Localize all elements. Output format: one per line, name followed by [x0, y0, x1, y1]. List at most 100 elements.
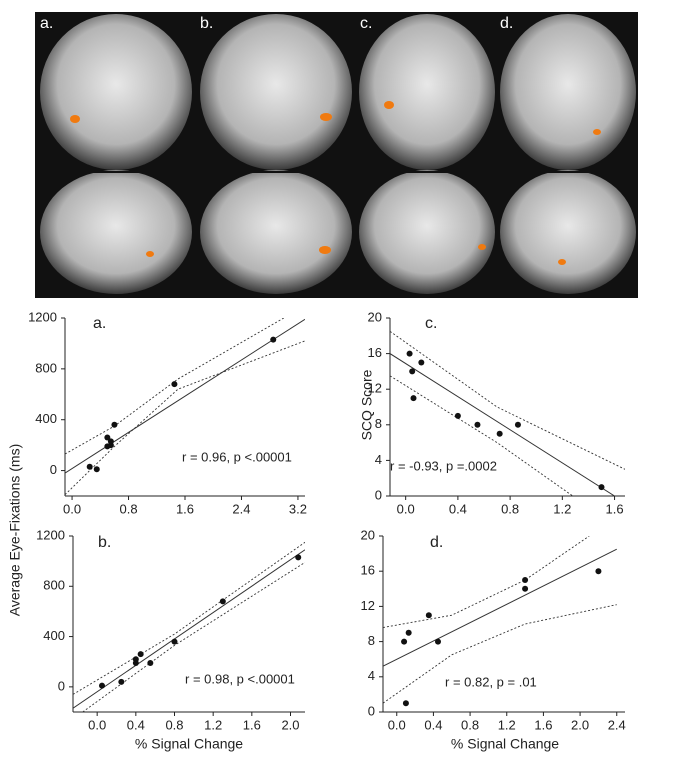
confidence-upper — [65, 318, 285, 455]
data-point — [402, 700, 409, 707]
data-point — [598, 484, 605, 491]
annotation: r = 0.96, p <.00001 — [182, 449, 292, 464]
y-tick-label: 8 — [375, 416, 382, 431]
y-tick-label: 4 — [368, 668, 375, 683]
chart: 0 400 800 1200 0.0 0.4 0.8 1.2 1.6 2.0 b. r = 0.98,… — [36, 527, 305, 752]
y-axis-label: SCQ Score — [359, 369, 375, 440]
sagittal-row — [40, 170, 636, 294]
data-point — [171, 638, 178, 645]
regression-line — [383, 548, 617, 667]
confidence-lower — [82, 562, 305, 712]
data-point — [435, 638, 441, 645]
x-tick-label: 1.2 — [498, 717, 516, 732]
data-point — [86, 463, 93, 470]
confidence-upper — [73, 541, 305, 695]
y-tick-label: 0 — [58, 678, 65, 693]
x-tick-label: 2.0 — [281, 717, 299, 732]
x-tick-label: 2.4 — [608, 717, 626, 732]
x-tick-label: 1.6 — [243, 717, 261, 732]
y-tick-label: 16 — [368, 345, 382, 360]
x-tick-label: 2.4 — [232, 501, 250, 516]
panel-label: a. — [93, 315, 106, 332]
confidence-lower — [390, 375, 574, 496]
data-point — [496, 430, 503, 437]
data-point — [171, 381, 178, 388]
x-tick-label: 0.0 — [388, 717, 406, 732]
data-point — [93, 466, 100, 473]
y-tick-label: 4 — [375, 452, 382, 467]
y-tick-label: 1200 — [36, 527, 65, 542]
x-tick-label: 0.4 — [127, 717, 145, 732]
x-tick-label: 3.2 — [289, 501, 307, 516]
data-point — [474, 421, 481, 428]
x-tick-label: 0.8 — [501, 501, 519, 516]
chart: 0 4 8 12 16 20 0.0 0.4 0.8 1.2 1.6 c. r = -0.93, p =… — [359, 309, 625, 516]
data-point — [425, 612, 432, 619]
x-tick-label: 1.2 — [553, 501, 571, 516]
data-point — [219, 598, 226, 605]
data-point — [118, 678, 125, 685]
data-point — [99, 682, 105, 689]
image-label: b. — [200, 15, 213, 32]
y-tick-label: 0 — [368, 703, 375, 718]
y-axis-label: Average Eye-Fixations (ms) — [7, 444, 23, 616]
chart: 0 400 800 1200 0.0 0.8 1.6 2.4 3.2 a. r = 0.96, p … — [7, 309, 307, 616]
coronal-row — [40, 14, 636, 170]
y-tick-label: 0 — [50, 462, 57, 477]
image-label: a. — [40, 15, 53, 32]
data-point — [514, 421, 521, 428]
x-tick-label: 0.4 — [424, 717, 442, 732]
x-tick-label: 1.6 — [534, 717, 552, 732]
image-label: d. — [500, 15, 513, 32]
data-point — [595, 568, 602, 575]
x-tick-label: 1.6 — [176, 501, 194, 516]
annotation: r = 0.82, p = .01 — [445, 674, 537, 689]
data-point — [522, 577, 529, 583]
panel-label: c. — [425, 315, 437, 332]
image-label: c. — [360, 15, 372, 32]
y-tick-label: 1200 — [28, 309, 57, 324]
y-tick-label: 400 — [43, 628, 65, 643]
data-point — [401, 638, 408, 645]
x-tick-label: 0.0 — [397, 501, 415, 516]
data-point — [418, 359, 425, 366]
y-tick-label: 800 — [35, 360, 57, 375]
confidence-upper — [383, 536, 590, 628]
data-point — [454, 412, 461, 419]
data-point — [132, 656, 139, 663]
y-tick-label: 16 — [361, 563, 375, 578]
data-point — [270, 336, 277, 343]
x-tick-label: 0.0 — [63, 501, 81, 516]
y-tick-label: 400 — [35, 411, 57, 426]
data-point — [295, 554, 302, 561]
data-point — [406, 350, 413, 357]
chart: 0 4 8 12 16 20 0.0 0.4 0.8 1.2 1.6 2.0 2.4 d. r = 0.82… — [361, 527, 626, 751]
annotation: r = 0.98, p <.00001 — [185, 671, 295, 686]
data-point — [410, 395, 417, 402]
x-tick-label: 1.2 — [204, 717, 222, 732]
data-point — [405, 629, 412, 636]
x-tick-label: 2.0 — [571, 717, 589, 732]
x-tick-label: 0.8 — [119, 501, 137, 516]
x-tick-label: 0.8 — [165, 717, 183, 732]
data-point — [137, 651, 144, 658]
data-point — [104, 434, 111, 441]
y-tick-label: 800 — [43, 578, 65, 593]
y-tick-label: 12 — [361, 598, 375, 613]
y-tick-label: 20 — [361, 527, 375, 542]
data-point — [522, 585, 529, 592]
annotation: r = -0.93, p =.0002 — [390, 458, 497, 473]
x-tick-label: 0.4 — [449, 501, 467, 516]
y-tick-label: 0 — [375, 487, 382, 502]
confidence-lower — [65, 340, 305, 496]
regression-line — [390, 353, 615, 496]
data-point — [409, 368, 416, 375]
x-tick-label: 1.6 — [606, 501, 624, 516]
data-point — [107, 438, 114, 445]
regression-line — [73, 549, 305, 709]
x-axis-label: % Signal Change — [451, 736, 559, 752]
brain-images: a. b. c. d. — [35, 12, 638, 298]
x-axis-label: % Signal Change — [135, 736, 243, 752]
y-tick-label: 12 — [368, 381, 382, 396]
